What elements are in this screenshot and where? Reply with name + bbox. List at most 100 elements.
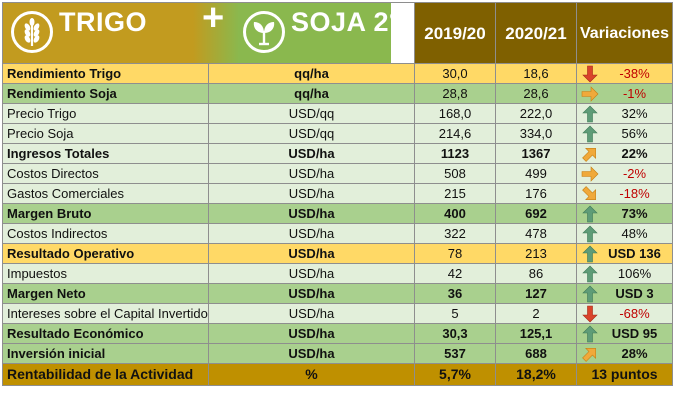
row-value-2019[interactable]: 5	[414, 303, 496, 324]
table-row: Rendimiento Trigo qq/ha 30,0 18,6 -38%	[2, 63, 673, 84]
row-value-2019[interactable]: 5,7%	[414, 363, 496, 386]
row-value-2019[interactable]: 537	[414, 343, 496, 364]
arrow-up-icon	[581, 225, 599, 243]
row-value-2019[interactable]: 78	[414, 243, 496, 264]
row-value-2020[interactable]: 478	[495, 223, 577, 244]
row-variation[interactable]: 73%	[576, 203, 673, 224]
row-value-2020[interactable]: 499	[495, 163, 577, 184]
row-value-2019[interactable]: 508	[414, 163, 496, 184]
row-value-2020[interactable]: 28,6	[495, 83, 577, 104]
row-unit[interactable]: USD/ha	[208, 163, 415, 184]
row-label[interactable]: Margen Neto	[2, 283, 209, 304]
row-value-2019[interactable]: 214,6	[414, 123, 496, 144]
row-label[interactable]: Inversión inicial	[2, 343, 209, 364]
table-row: Precio Soja USD/qq 214,6 334,0 56%	[2, 123, 673, 144]
row-variation[interactable]: 32%	[576, 103, 673, 124]
row-unit[interactable]: USD/ha	[208, 323, 415, 344]
row-value-2020[interactable]: 688	[495, 343, 577, 364]
row-variation[interactable]: 22%	[576, 143, 673, 164]
row-label[interactable]: Resultado Económico	[2, 323, 209, 344]
row-value-2020[interactable]: 127	[495, 283, 577, 304]
row-label[interactable]: Rentabilidad de la Actividad	[2, 363, 209, 386]
row-value-2019[interactable]: 1123	[414, 143, 496, 164]
row-value-2020[interactable]: 176	[495, 183, 577, 204]
arrow-up-icon	[581, 125, 599, 143]
row-label[interactable]: Ingresos Totales	[2, 143, 209, 164]
header-year-2020[interactable]: 2020/21	[495, 2, 577, 64]
table-row: Impuestos USD/ha 42 86 106%	[2, 263, 673, 284]
row-unit[interactable]: USD/ha	[208, 283, 415, 304]
spreadsheet: TRIGO + SOJA 2° 2019/20	[2, 2, 673, 386]
header-variations[interactable]: Variaciones	[576, 2, 673, 64]
row-variation[interactable]: 28%	[576, 343, 673, 364]
row-label[interactable]: Costos Indirectos	[2, 223, 209, 244]
row-value-2020[interactable]: 692	[495, 203, 577, 224]
row-value-2020[interactable]: 334,0	[495, 123, 577, 144]
row-unit[interactable]: USD/ha	[208, 343, 415, 364]
row-variation[interactable]: 56%	[576, 123, 673, 144]
row-label[interactable]: Rendimiento Soja	[2, 83, 209, 104]
row-label[interactable]: Rendimiento Trigo	[2, 63, 209, 84]
row-unit[interactable]: USD/qq	[208, 123, 415, 144]
row-value-2020[interactable]: 213	[495, 243, 577, 264]
variation-wrap: USD 136	[579, 245, 670, 263]
row-value-2019[interactable]: 36	[414, 283, 496, 304]
row-variation[interactable]: 106%	[576, 263, 673, 284]
row-value-2020[interactable]: 86	[495, 263, 577, 284]
header-year-2019[interactable]: 2019/20	[414, 2, 496, 64]
row-label[interactable]: Impuestos	[2, 263, 209, 284]
row-value-2019[interactable]: 322	[414, 223, 496, 244]
row-value-2019[interactable]: 28,8	[414, 83, 496, 104]
row-value-2020[interactable]: 125,1	[495, 323, 577, 344]
row-unit[interactable]: qq/ha	[208, 83, 415, 104]
row-label[interactable]: Resultado Operativo	[2, 243, 209, 264]
soja-title: SOJA 2°	[291, 7, 401, 37]
row-value-2019[interactable]: 30,0	[414, 63, 496, 84]
row-label[interactable]: Gastos Comerciales	[2, 183, 209, 204]
arrow-up-icon	[581, 105, 599, 123]
row-variation[interactable]: -1%	[576, 83, 673, 104]
row-value-2019[interactable]: 215	[414, 183, 496, 204]
row-variation[interactable]: 13 puntos	[576, 363, 673, 386]
row-unit[interactable]: USD/ha	[208, 223, 415, 244]
row-value-2019[interactable]: 30,3	[414, 323, 496, 344]
row-label[interactable]: Margen Bruto	[2, 203, 209, 224]
row-value-2020[interactable]: 18,6	[495, 63, 577, 84]
variation-wrap: -38%	[579, 65, 670, 83]
row-label[interactable]: Precio Soja	[2, 123, 209, 144]
row-unit[interactable]: USD/qq	[208, 103, 415, 124]
row-label[interactable]: Precio Trigo	[2, 103, 209, 124]
variation-value: 56%	[621, 126, 648, 141]
row-value-2019[interactable]: 42	[414, 263, 496, 284]
row-unit[interactable]: qq/ha	[208, 63, 415, 84]
row-unit[interactable]: USD/ha	[208, 203, 415, 224]
row-value-2020[interactable]: 18,2%	[495, 363, 577, 386]
row-variation[interactable]: USD 3	[576, 283, 673, 304]
row-value-2020[interactable]: 2	[495, 303, 577, 324]
arrow-up-right-icon	[581, 145, 599, 163]
variation-value: -38%	[619, 66, 650, 81]
row-unit[interactable]: USD/ha	[208, 263, 415, 284]
row-value-2019[interactable]: 168,0	[414, 103, 496, 124]
row-value-2020[interactable]: 222,0	[495, 103, 577, 124]
row-unit[interactable]: USD/ha	[208, 243, 415, 264]
row-variation[interactable]: -38%	[576, 63, 673, 84]
row-label[interactable]: Intereses sobre el Capital Invertido	[2, 303, 209, 324]
row-unit[interactable]: USD/ha	[208, 143, 415, 164]
row-unit[interactable]: USD/ha	[208, 303, 415, 324]
table-row: Resultado Económico USD/ha 30,3 125,1 USD 95	[2, 323, 673, 344]
row-variation[interactable]: -18%	[576, 183, 673, 204]
row-variation[interactable]: -68%	[576, 303, 673, 324]
row-variation[interactable]: USD 95	[576, 323, 673, 344]
row-label[interactable]: Costos Directos	[2, 163, 209, 184]
row-variation[interactable]: -2%	[576, 163, 673, 184]
row-variation[interactable]: USD 136	[576, 243, 673, 264]
header-banner-cell[interactable]: TRIGO + SOJA 2°	[2, 2, 415, 64]
arrow-down-icon	[581, 65, 599, 83]
row-variation[interactable]: 48%	[576, 223, 673, 244]
row-unit[interactable]: USD/ha	[208, 183, 415, 204]
variation-wrap: -18%	[579, 185, 670, 203]
row-unit[interactable]: %	[208, 363, 415, 386]
row-value-2020[interactable]: 1367	[495, 143, 577, 164]
row-value-2019[interactable]: 400	[414, 203, 496, 224]
